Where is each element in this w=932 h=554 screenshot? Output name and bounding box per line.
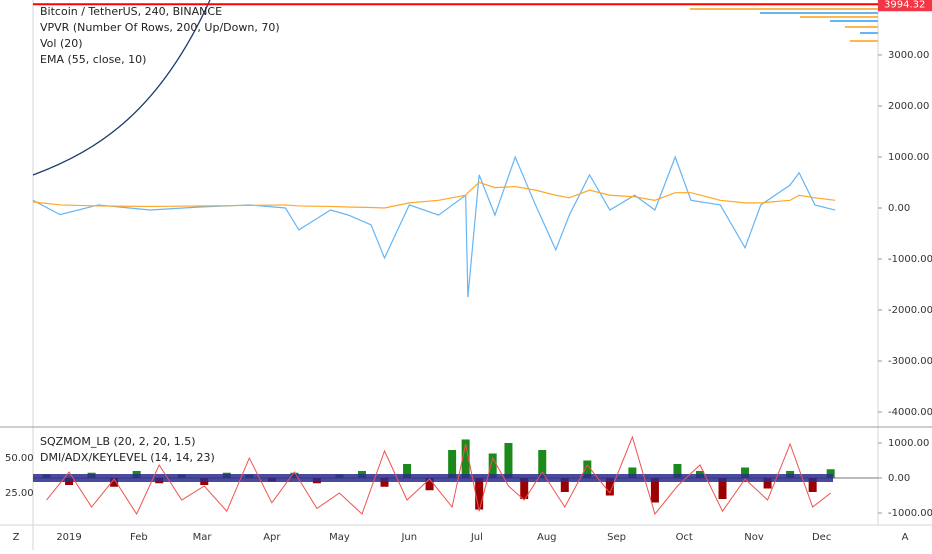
x-tick-label: May	[329, 532, 350, 543]
x-tick-label: Oct	[676, 532, 693, 543]
dmi-band	[33, 473, 833, 482]
vpvr-bar	[845, 26, 878, 28]
momentum-bar	[380, 477, 389, 487]
momentum-bar	[488, 453, 497, 478]
legend-entry: SQZMOM_LB (20, 2, 20, 1.5)	[40, 435, 196, 448]
momentum-bar	[826, 469, 835, 478]
auto-scale-button[interactable]: A	[902, 532, 909, 543]
indicator-line	[32, 181, 836, 209]
y-tick-label: 3000.00	[888, 50, 929, 61]
x-tick-label: Feb	[130, 532, 148, 543]
y-tick-label: -1000.00	[888, 508, 932, 519]
momentum-bar	[718, 477, 727, 499]
momentum-bar	[461, 439, 470, 478]
momentum-bar	[808, 477, 817, 492]
vpvr-bar	[690, 8, 878, 10]
momentum-bar	[650, 477, 659, 503]
x-tick-label: Apr	[263, 532, 281, 543]
momentum-bar	[763, 477, 772, 489]
legend-entry: Bitcoin / TetherUS, 240, BINANCE	[40, 5, 222, 18]
x-tick-label: Mar	[193, 532, 213, 543]
momentum-bar	[448, 449, 457, 478]
x-tick-label: Jul	[470, 532, 483, 543]
legend-entry: EMA (55, close, 10)	[40, 53, 146, 66]
momentum-bar	[520, 477, 529, 499]
momentum-bar	[110, 477, 119, 487]
momentum-bar	[425, 477, 434, 491]
x-tick-label: Jun	[400, 532, 417, 543]
legend-entry: DMI/ADX/KEYLEVEL (14, 14, 23)	[40, 451, 215, 464]
vpvr-bar	[760, 12, 878, 14]
price-curve	[32, 0, 211, 176]
last-price-tag	[878, 0, 932, 12]
y-tick-label: -3000.00	[888, 356, 932, 367]
y2-tick-label: 50.00	[5, 453, 34, 464]
momentum-bar	[538, 449, 547, 478]
momentum-bar	[504, 442, 513, 478]
vpvr-profile	[690, 8, 878, 42]
last-price-label: 3994.32	[884, 0, 925, 10]
momentum-bar	[583, 460, 592, 478]
x-tick-label: Nov	[744, 532, 764, 543]
vpvr-bar	[800, 16, 878, 18]
y2-tick-label: 25.00	[5, 488, 34, 499]
y-tick-label: 1000.00	[888, 438, 929, 449]
legend-entry: VPVR (Number Of Rows, 200, Up/Down, 70)	[40, 21, 280, 34]
momentum-bar	[741, 467, 750, 478]
vpvr-bar	[830, 20, 878, 22]
y-tick-label: -1000.00	[888, 254, 932, 265]
y-tick-label: 1000.00	[888, 152, 929, 163]
momentum-bar	[673, 463, 682, 478]
momentum-bar	[628, 467, 637, 478]
momentum-bar	[560, 477, 569, 492]
y-tick-label: -4000.00	[888, 407, 932, 418]
y-tick-label: 0.00	[888, 473, 910, 484]
y-tick-label: -2000.00	[888, 305, 932, 316]
toolbar-icon[interactable]: Z	[13, 532, 20, 543]
momentum-bar	[403, 463, 412, 478]
x-tick-label: Sep	[607, 532, 626, 543]
x-tick-label: Aug	[537, 532, 557, 543]
x-tick-label: Dec	[812, 532, 831, 543]
x-tick-label: 2019	[56, 532, 81, 543]
momentum-bar	[475, 477, 484, 510]
legend-entry: Vol (20)	[40, 37, 83, 50]
y-tick-label: 0.00	[888, 203, 910, 214]
momentum-bar	[605, 477, 614, 496]
y-tick-label: 2000.00	[888, 101, 929, 112]
indicator-line	[32, 155, 836, 298]
vpvr-bar	[860, 32, 878, 34]
vpvr-bar	[850, 40, 878, 42]
adx-line	[46, 435, 831, 516]
